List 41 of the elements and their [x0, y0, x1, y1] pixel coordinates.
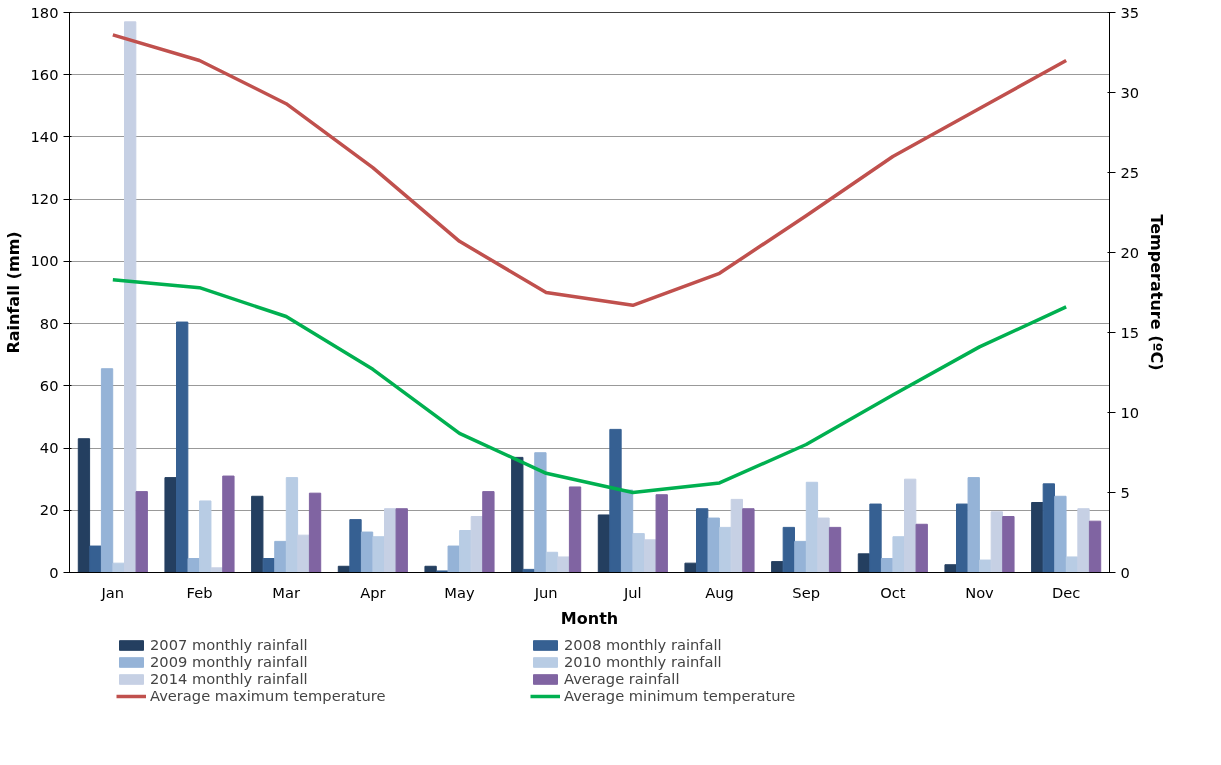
legend-label: 2014 monthly rainfall — [149, 670, 309, 687]
y-tick-label: 140 — [30, 127, 59, 145]
legend-label: 2008 monthly rainfall — [563, 636, 723, 653]
y2-tick-label: 10 — [1120, 403, 1140, 421]
y-tick-label: 120 — [30, 190, 59, 208]
legend-label: 2007 monthly rainfall — [149, 636, 309, 653]
x-tick-label: May — [444, 583, 475, 601]
legend-label: Average minimum temperature — [563, 687, 797, 704]
y2-tick-label: 20 — [1120, 243, 1140, 261]
x-axis-title: Month — [560, 608, 619, 628]
y-tick-label: 80 — [39, 314, 59, 332]
y2-tick-label: 15 — [1120, 323, 1140, 341]
y2-tick-label: 25 — [1120, 163, 1140, 181]
x-tick-label: Jan — [100, 583, 125, 601]
y2-tick-label: 35 — [1120, 3, 1140, 21]
x-tick-label: Sep — [792, 583, 820, 601]
y2-tick-label: 0 — [1120, 563, 1130, 581]
y2-tick-label: 30 — [1120, 83, 1140, 101]
x-tick-label: Oct — [880, 583, 906, 601]
x-tick-label: Aug — [705, 583, 734, 601]
x-tick-label: Feb — [186, 583, 213, 601]
y-tick-label: 20 — [39, 501, 59, 519]
y-tick-label: 100 — [30, 252, 59, 270]
x-tick-label: Apr — [360, 583, 387, 601]
x-tick-label: Jun — [533, 583, 558, 601]
y-tick-label: 60 — [39, 376, 59, 394]
legend-label: Average maximum temperature — [149, 687, 387, 704]
x-tick-label: Jul — [622, 583, 642, 601]
legend-label: Average rainfall — [563, 670, 681, 687]
legend-label: 2009 monthly rainfall — [149, 653, 309, 670]
y2-tick-label: 5 — [1120, 483, 1130, 501]
y-tick-label: 160 — [30, 65, 59, 83]
x-tick-label: Mar — [272, 583, 301, 601]
y-tick-label: 180 — [30, 3, 59, 21]
x-tick-label: Dec — [1051, 583, 1081, 601]
legend-label: 2010 monthly rainfall — [563, 653, 723, 670]
y-axis-title: Rainfall (mm) — [3, 231, 23, 354]
y-tick-label: 0 — [49, 563, 59, 581]
x-tick-label: Nov — [965, 583, 995, 601]
y2-axis-title: Temperature (ºC) — [1147, 214, 1167, 371]
y-tick-label: 40 — [39, 439, 59, 457]
